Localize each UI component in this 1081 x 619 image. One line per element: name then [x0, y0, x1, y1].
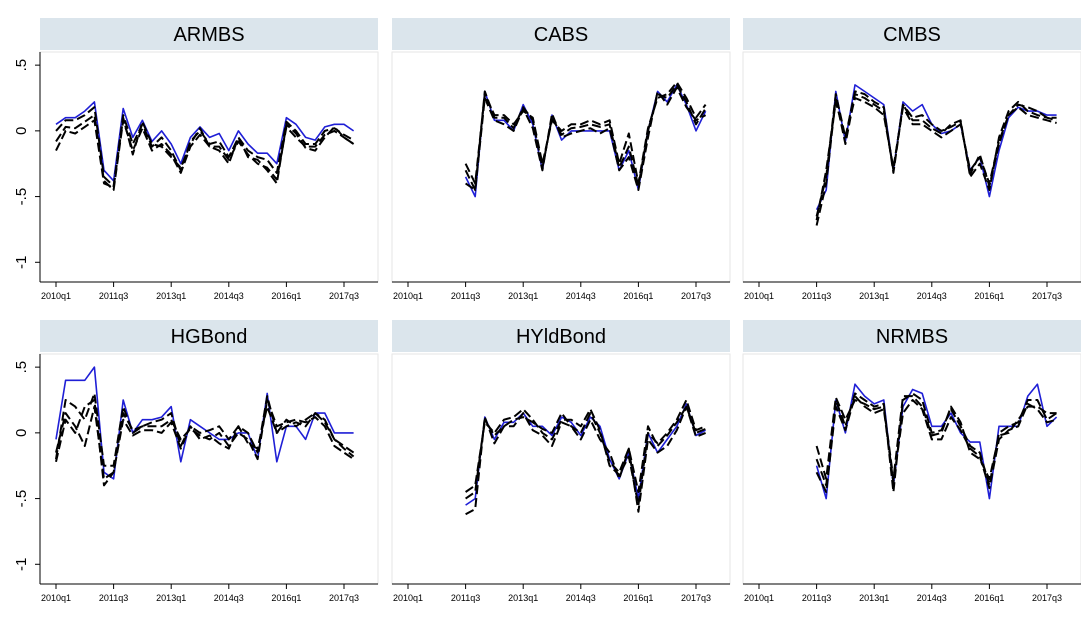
panel-header: [743, 320, 1081, 352]
x-tick-label: 2011q3: [802, 593, 831, 603]
series-line: [55, 106, 355, 188]
x-tick-label: 2013q1: [156, 593, 186, 603]
y-tick-label: -1: [13, 558, 30, 571]
x-tick-label: 2014q3: [566, 291, 596, 301]
plot-area: [39, 51, 379, 283]
series-line: [815, 97, 1057, 221]
x-tick-label: 2013q1: [156, 291, 186, 301]
x-tick-label: 2013q1: [508, 291, 538, 301]
panel-header: [40, 320, 378, 352]
series-line: [464, 84, 707, 198]
panel-title: HGBond: [171, 326, 248, 348]
panel-header: [392, 18, 730, 50]
series-line: [465, 405, 706, 500]
x-tick-label: 2010q1: [744, 593, 774, 603]
panel-header: [40, 18, 378, 50]
y-tick-label: .5: [13, 361, 30, 374]
series-line: [465, 403, 706, 506]
x-tick-label: 2014q3: [917, 593, 947, 603]
series-line: [815, 93, 1057, 226]
x-tick-label: 2013q1: [859, 291, 889, 301]
series-line: [465, 399, 706, 507]
x-tick-label: 2017q3: [329, 291, 359, 301]
x-tick-label: 2010q1: [393, 291, 423, 301]
panel-header: [743, 18, 1081, 50]
x-tick-label: 2010q1: [41, 291, 71, 301]
x-tick-label: 2011q3: [99, 593, 128, 603]
series-line: [815, 90, 1057, 217]
x-tick-label: 2016q1: [974, 593, 1004, 603]
series-line: [815, 395, 1057, 493]
x-tick-label: 2017q3: [329, 593, 359, 603]
x-tick-label: 2017q3: [1032, 593, 1062, 603]
x-tick-label: 2017q3: [681, 291, 711, 301]
x-tick-label: 2010q1: [744, 291, 774, 301]
panel-title: CMBS: [883, 24, 941, 46]
x-tick-label: 2013q1: [859, 593, 889, 603]
x-tick-label: 2014q3: [917, 291, 947, 301]
x-tick-label: 2014q3: [214, 593, 244, 603]
series-line: [55, 399, 355, 487]
series-line: [55, 392, 355, 467]
plot-area: [742, 353, 1081, 585]
y-tick-label: 0: [13, 127, 30, 135]
plot-area: [742, 51, 1081, 283]
y-tick-label: -1: [13, 256, 30, 269]
plot-area: [391, 353, 731, 585]
series-line: [55, 116, 355, 189]
panel-title: HYldBond: [516, 326, 606, 348]
x-tick-label: 2017q3: [681, 593, 711, 603]
x-tick-label: 2016q1: [623, 291, 653, 301]
panel-title: CABS: [534, 24, 588, 46]
y-tick-label: 0: [13, 429, 30, 437]
y-tick-label: -.5: [13, 188, 30, 206]
series-line: [464, 83, 707, 191]
x-tick-label: 2016q1: [623, 593, 653, 603]
x-tick-label: 2013q1: [508, 593, 538, 603]
y-tick-label: .5: [13, 59, 30, 72]
x-tick-label: 2011q3: [99, 291, 128, 301]
x-tick-label: 2017q3: [1032, 291, 1062, 301]
x-tick-label: 2014q3: [566, 593, 596, 603]
series-line: [55, 101, 355, 182]
x-tick-label: 2010q1: [41, 593, 71, 603]
x-tick-label: 2016q1: [271, 291, 301, 301]
series-line: [55, 366, 354, 480]
series-line: [464, 81, 707, 185]
series-line: [815, 395, 1057, 480]
x-tick-label: 2011q3: [451, 291, 480, 301]
x-tick-label: 2010q1: [393, 593, 423, 603]
plot-area: [39, 353, 379, 585]
panel-title: NRMBS: [876, 326, 948, 348]
y-tick-label: -.5: [13, 490, 30, 508]
x-tick-label: 2011q3: [451, 593, 480, 603]
x-tick-label: 2016q1: [974, 291, 1004, 301]
panel-header: [392, 320, 730, 352]
x-tick-label: 2014q3: [214, 291, 244, 301]
x-tick-label: 2011q3: [802, 291, 831, 301]
panel-title: ARMBS: [173, 24, 244, 46]
x-tick-label: 2016q1: [271, 593, 301, 603]
